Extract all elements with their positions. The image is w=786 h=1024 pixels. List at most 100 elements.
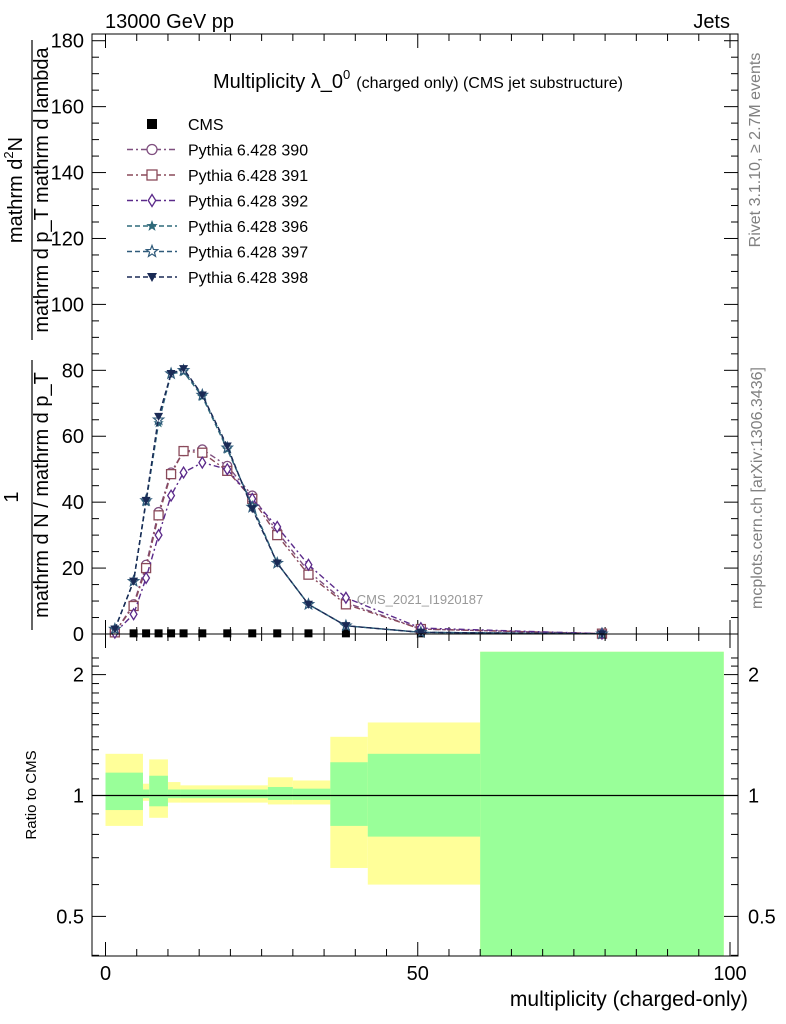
data-point: [154, 412, 164, 421]
main-series-group: [108, 363, 609, 641]
y-label-denominator: mathrm d p_T mathrm d lambda: [31, 46, 53, 332]
chart-title: Multiplicity λ_00 (charged only) (CMS jet…: [213, 67, 623, 93]
data-point: [304, 629, 313, 638]
main-plot-frame: [91, 33, 739, 635]
data-point: [304, 558, 313, 572]
data-point: [153, 510, 164, 521]
legend-label: Pythia 6.428 397: [188, 245, 308, 262]
legend-item: Pythia 6.428 398: [127, 270, 308, 287]
data-point: [272, 559, 282, 568]
data-point: [223, 629, 232, 638]
data-point: [129, 577, 139, 586]
data-point: [197, 447, 208, 458]
y-tick-label: 100: [51, 294, 84, 316]
legend-label: CMS: [188, 117, 224, 134]
main-axes: 0 20 40 60 80 100 120 140 160 180: [51, 31, 738, 646]
series-line: [114, 367, 602, 635]
legend-label: Pythia 6.428 392: [188, 194, 308, 211]
data-point: [167, 629, 176, 638]
y-tick-label: 120: [51, 228, 84, 250]
x-tick-label: 50: [407, 963, 429, 985]
ratio-y-tick-label-right: 2: [748, 665, 759, 687]
legend-marker: [144, 243, 160, 258]
data-point: [129, 607, 138, 621]
x-tick-label: 0: [100, 963, 111, 985]
y-tick-label: 160: [51, 97, 84, 119]
y-label-numerator-d: mathrm d: [5, 159, 27, 243]
data-point: [416, 628, 426, 637]
ratio-band-green: [167, 789, 181, 799]
ratio-band-green: [330, 762, 368, 826]
legend-label: Pythia 6.428 398: [188, 270, 308, 287]
data-point: [303, 569, 314, 580]
data-point: [248, 629, 257, 638]
y-tick-label: 20: [62, 558, 84, 580]
ratio-band-green: [105, 772, 143, 811]
legend-label: Pythia 6.428 391: [188, 168, 308, 185]
data-point: [178, 445, 189, 457]
collision-label: 13000 GeV pp: [105, 11, 234, 33]
legend-marker: [146, 143, 158, 156]
ratio-axes: 0.5 0.5 1 1 2 2 0 50 100: [56, 634, 776, 985]
ratio-y-tick-label: 0.5: [56, 906, 84, 928]
mcplots-credit-label: mcplots.cern.ch [arXiv:1306.3436]: [749, 367, 766, 609]
ratio-bands: [92, 651, 738, 956]
data-point: [179, 629, 188, 638]
data-point: [179, 365, 189, 374]
legend-label: Pythia 6.428 396: [188, 219, 308, 236]
data-point: [223, 462, 232, 476]
legend: CMS Pythia 6.428 390 Pythia 6.428 391 Pythi…: [127, 117, 308, 287]
data-point: [198, 629, 207, 638]
y-label-numerator-sup: 2: [1, 151, 16, 158]
series-line: [114, 461, 603, 635]
data-point: [166, 488, 176, 503]
ratio-band-green: [149, 775, 168, 807]
data-point: [154, 629, 163, 638]
ratio-band-green: [180, 789, 268, 799]
legend-marker: [147, 273, 157, 282]
y-label-normalization: mathrm d N / mathrm d p_T: [31, 372, 53, 618]
y-tick-label: 40: [62, 492, 84, 514]
main-plot-panel: 0 20 40 60 80 100 120 140 160 180 CMS_2021_I19201…: [51, 31, 739, 646]
data-point: [141, 496, 151, 506]
data-point: [154, 528, 163, 542]
y-tick-label: 80: [62, 360, 84, 382]
ratio-y-tick-label: 2: [73, 665, 84, 687]
chart-title-superscript: 0: [343, 67, 350, 82]
legend-marker: [146, 169, 158, 181]
y-tick-label: 180: [51, 31, 84, 53]
data-point: [142, 629, 151, 638]
legend-marker: [147, 119, 157, 129]
series-pythia-3: [110, 455, 607, 641]
y-axis-label: mathrm d2N mathrm d p_T mathrm d lambda …: [1, 40, 53, 630]
data-point: [198, 455, 207, 470]
ratio-y-tick-label: 1: [73, 786, 84, 808]
y-tick-label: 60: [62, 426, 84, 448]
legend-item: Pythia 6.428 396: [127, 219, 308, 236]
ratio-band-green: [480, 651, 724, 956]
legend-item: Pythia 6.428 390: [127, 143, 308, 160]
data-point: [110, 625, 120, 634]
rivet-version-label: Rivet 3.1.10, ≥ 2.7M events: [747, 53, 764, 248]
x-tick-label: 100: [713, 963, 746, 985]
data-point: [197, 391, 207, 400]
category-label: Jets: [693, 11, 730, 33]
series-pythia-6: [110, 365, 607, 639]
data-point: [341, 629, 350, 638]
chart-title-suffix: (charged only) (CMS jet substructure): [356, 75, 623, 92]
chart-title-main: Multiplicity λ_0: [213, 71, 343, 93]
ratio-y-tick-label-right: 0.5: [748, 906, 776, 928]
legend-item: Pythia 6.428 397: [127, 243, 308, 262]
data-point: [129, 629, 138, 638]
legend-item: CMS: [147, 117, 224, 134]
analysis-watermark: CMS_2021_I1920187: [357, 592, 484, 607]
analysis-watermark-group: CMS_2021_I1920187: [357, 592, 484, 607]
legend-label: Pythia 6.428 390: [188, 143, 308, 160]
ratio-band-green: [142, 789, 150, 799]
ratio-band-green: [292, 788, 331, 800]
ratio-y-tick-label-right: 1: [748, 786, 759, 808]
ratio-y-label: Ratio to CMS: [23, 750, 40, 839]
ratio-band-green: [267, 786, 293, 800]
y-label-numerator-n: N: [5, 137, 27, 151]
